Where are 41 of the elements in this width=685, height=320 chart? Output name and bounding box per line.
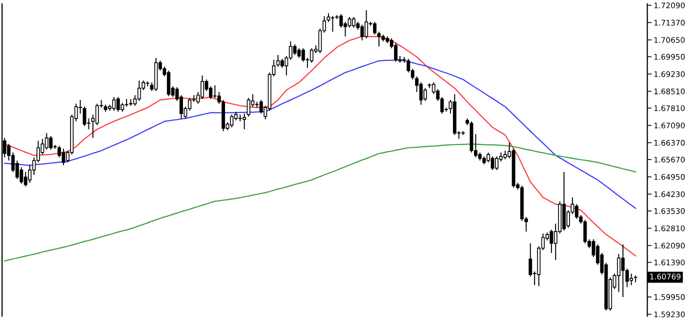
- candlestick: [373, 21, 376, 36]
- candlestick: [230, 114, 234, 128]
- candlestick: [424, 88, 427, 102]
- candlestick: [95, 103, 99, 126]
- candlestick: [495, 156, 498, 171]
- candlestick: [166, 70, 170, 97]
- candlestick: [242, 113, 246, 130]
- candlestick: [621, 244, 625, 298]
- candlestick: [360, 24, 364, 41]
- candlestick: [44, 132, 48, 150]
- candlestick: [330, 16, 334, 32]
- candlestick: [394, 42, 398, 62]
- candlestick: [634, 275, 638, 283]
- candlestick: [112, 96, 116, 112]
- candlestick: [20, 166, 24, 184]
- candlestick: [574, 204, 578, 220]
- candlestick: [302, 48, 305, 62]
- candlestick: [246, 98, 250, 117]
- candlestick: [276, 54, 280, 68]
- candlestick: [583, 219, 587, 244]
- candlestick: [238, 114, 242, 122]
- candlestick: [377, 31, 381, 47]
- candlestick: [213, 84, 217, 98]
- candlestick: [259, 99, 263, 114]
- candlestick: [364, 10, 368, 39]
- candlestick: [310, 48, 314, 64]
- candlestick: [528, 242, 532, 278]
- candlestick: [550, 229, 554, 254]
- candlestick: [200, 74, 204, 100]
- candlestick: [49, 135, 53, 150]
- candlestick: [616, 253, 620, 293]
- candlestick: [137, 80, 141, 102]
- candlestick: [24, 172, 28, 188]
- candlestick: [297, 48, 301, 58]
- candlestick: [352, 16, 356, 28]
- candlestick: [62, 148, 66, 166]
- candlestick: [339, 14, 343, 28]
- candlestick: [630, 273, 634, 286]
- candlestick: [116, 96, 120, 112]
- candlestick: [293, 44, 297, 56]
- line-series: [4, 143, 636, 262]
